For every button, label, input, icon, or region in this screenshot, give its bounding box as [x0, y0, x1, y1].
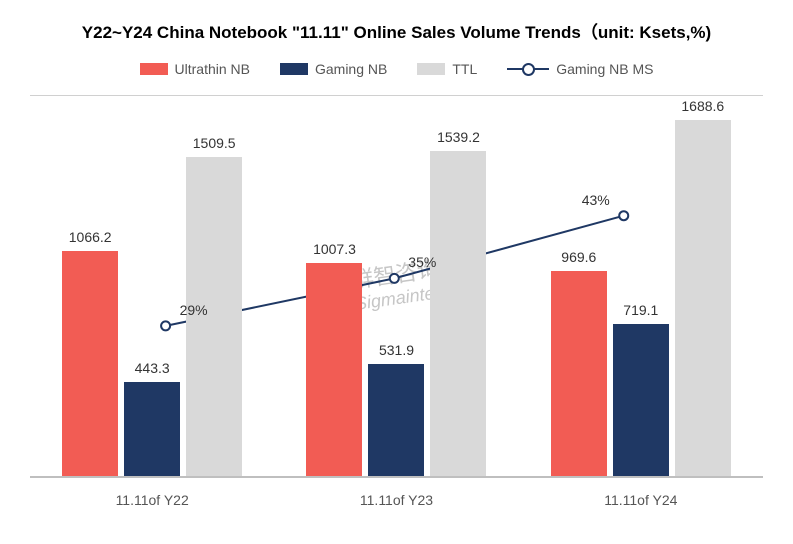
legend-item-ultrathin: Ultrathin NB — [140, 61, 250, 77]
bar-value-label: 443.3 — [135, 360, 170, 376]
bar-value-label: 1509.5 — [193, 135, 236, 151]
bar-gaming: 719.1 — [613, 324, 669, 476]
legend-label: Ultrathin NB — [175, 61, 250, 77]
bar-value-label: 531.9 — [379, 342, 414, 358]
legend-label: TTL — [452, 61, 477, 77]
x-tick-label: 11.11of Y23 — [360, 492, 433, 508]
legend-swatch — [140, 63, 168, 75]
line-point-label: 43% — [582, 192, 610, 208]
chart-title: Y22~Y24 China Notebook "11.11" Online Sa… — [30, 18, 763, 43]
bar-ultrathin: 1066.2 — [62, 251, 118, 476]
legend-swatch — [417, 63, 445, 75]
bar-value-label: 1688.6 — [681, 98, 724, 114]
bar-value-label: 719.1 — [623, 302, 658, 318]
bar-ttl: 1539.2 — [430, 151, 486, 476]
bar-gaming: 531.9 — [368, 364, 424, 476]
legend-marker — [522, 63, 535, 76]
legend-line — [507, 68, 549, 70]
bar-ttl: 1688.6 — [675, 120, 731, 476]
plot-area: 群智咨询 (Sigmaintell) 1066.2443.31509.51007… — [30, 95, 763, 478]
bar-value-label: 969.6 — [561, 249, 596, 265]
legend-label: Gaming NB MS — [556, 61, 653, 77]
legend-item-gaming-ms: Gaming NB MS — [507, 61, 653, 77]
bar-value-label: 1066.2 — [69, 229, 112, 245]
bar-value-label: 1007.3 — [313, 241, 356, 257]
x-tick-label: 11.11of Y24 — [604, 492, 677, 508]
line-point-label: 29% — [180, 302, 208, 318]
legend-swatch — [280, 63, 308, 75]
legend: Ultrathin NB Gaming NB TTL Gaming NB MS — [30, 61, 763, 77]
bar-gaming: 443.3 — [124, 382, 180, 476]
chart-container: Y22~Y24 China Notebook "11.11" Online Sa… — [0, 0, 793, 544]
line-point-label: 35% — [408, 254, 436, 270]
legend-item-gaming: Gaming NB — [280, 61, 387, 77]
bar-group: 969.6719.11688.6 — [551, 96, 731, 476]
bar-ultrathin: 969.6 — [551, 271, 607, 476]
bar-group: 1007.3531.91539.2 — [306, 96, 486, 476]
x-tick-label: 11.11of Y22 — [116, 492, 189, 508]
x-axis: 11.11of Y22 11.11of Y23 11.11of Y24 — [30, 492, 763, 508]
legend-item-ttl: TTL — [417, 61, 477, 77]
bar-group: 1066.2443.31509.5 — [62, 96, 242, 476]
legend-label: Gaming NB — [315, 61, 387, 77]
bar-value-label: 1539.2 — [437, 129, 480, 145]
bar-ultrathin: 1007.3 — [306, 263, 362, 476]
